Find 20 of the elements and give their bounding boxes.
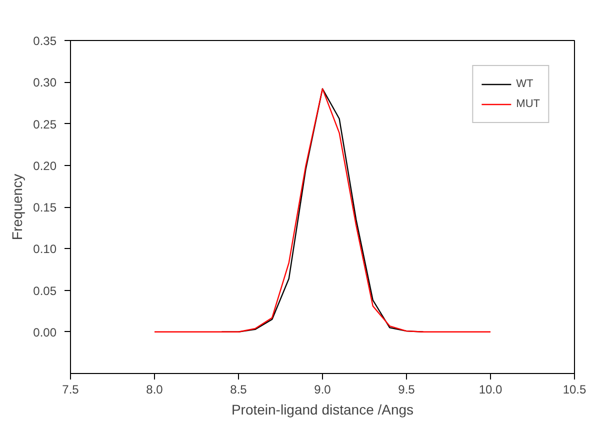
x-tick-label: 9.0 [314, 382, 332, 396]
y-tick-label: 0.10 [33, 242, 57, 256]
legend-label: MUT [516, 98, 540, 110]
x-tick-label: 10.5 [562, 382, 587, 396]
y-tick-label: 0.25 [33, 117, 57, 132]
y-tick-label: 0.05 [33, 284, 57, 298]
y-tick-label: 0.00 [33, 325, 57, 340]
x-tick-label: 7.5 [62, 382, 80, 396]
y-tick-label: 0.30 [33, 76, 57, 90]
legend-label: WT [516, 78, 534, 90]
x-tick-label: 10.0 [478, 382, 503, 396]
y-tick-label: 0.35 [33, 34, 57, 48]
x-tick-label: 8.0 [146, 382, 164, 396]
y-tick-label: 0.20 [33, 158, 57, 173]
x-tick-label: 9.5 [398, 382, 416, 396]
x-axis-title: Protein-ligand distance /Angs [231, 402, 414, 418]
y-tick-label: 0.15 [33, 200, 57, 214]
line-series [154, 88, 492, 332]
y-axis-title: Frequency [9, 174, 26, 240]
x-tick-label: 8.5 [230, 382, 248, 396]
